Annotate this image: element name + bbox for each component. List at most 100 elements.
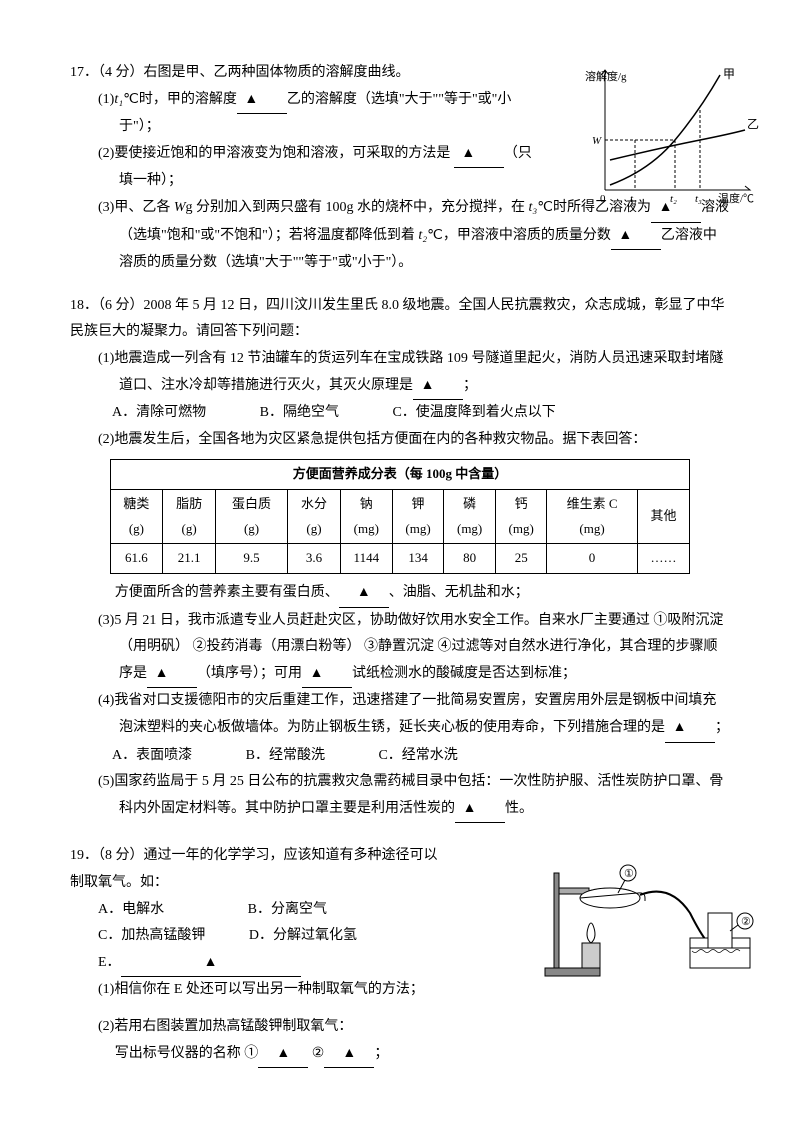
option-a[interactable]: A．清除可燃物 [112,400,206,427]
cell: 134 [392,544,444,574]
spacer [70,1004,730,1014]
w: W [174,200,186,215]
blank[interactable]: ▲ [237,87,287,115]
hdr: 钠(mg) [340,490,392,544]
q18-part5: (5)国家药监局于 5 月 25 日公布的抗震救灾急需药械目录中包括：一次性防护… [91,769,730,823]
txt: (1)地震造成一列含有 12 节油罐车的货运列车在宝成铁路 109 号隧道里起火… [98,351,723,393]
txt: 、油脂、无机盐和水； [389,585,529,600]
txt: (1) [98,92,114,107]
cell: …… [637,544,690,574]
blank[interactable]: ▲ [611,223,661,251]
nutrition-table: 方便面营养成分表（每 100g 中含量） 糖类(g) 脂肪(g) 蛋白质(g) … [110,459,691,574]
q18-part2b: 方便面所含的营养素主要有蛋白质、▲、油脂、无机盐和水； [70,580,730,608]
option-a[interactable]: A．表面喷漆 [112,743,192,770]
txt: 性。 [505,801,533,816]
label-2: ② [741,916,751,928]
hdr: 脂肪(g) [163,490,216,544]
q19-part2b: 写出标号仪器的名称 ①▲ ②▲； [70,1041,730,1069]
blank[interactable]: ▲ [258,1041,308,1069]
origin-label: 0 [600,193,606,205]
option-c[interactable]: C．经常水洗 [378,743,457,770]
txt: g 分别加入到两只盛有 100g 水的烧杯中，充分搅拌，在 [186,200,529,215]
q18-p4-options: A．表面喷漆 B．经常酸洗 C．经常水洗 [70,743,730,770]
txt: ； [715,720,729,735]
x-axis-label: 温度/℃ [718,191,754,205]
table-title: 方便面营养成分表（每 100g 中含量） [110,460,690,490]
hdr: 钾(mg) [392,490,444,544]
cell: 0 [547,544,637,574]
q18-stem: 18．（6 分）2008 年 5 月 12 日，四川汶川发生里氏 8.0 级地震… [70,293,730,346]
blank[interactable]: ▲ [339,580,389,608]
blank[interactable]: ▲ [665,715,715,743]
q17-part1: (1)t₁℃时，甲的溶解度▲乙的溶解度（选填"大于""等于"或"小于"）； [91,87,539,141]
t3-tick: t₃ [695,193,702,205]
q17-stem: 17．（4 分）右图是甲、乙两种固体物质的溶解度曲线。 [70,60,490,87]
t1: t₁ [114,92,123,107]
option-b[interactable]: B．分离空气 [248,897,327,924]
q19-part2a: (2)若用右图装置加热高锰酸钾制取氧气： [91,1014,730,1041]
q19-options-row2: C．加热高锰酸钾 D．分解过氧化氢 [70,923,478,950]
cell: 25 [495,544,547,574]
hdr: 蛋白质(g) [215,490,287,544]
t3: t₃ [529,200,538,215]
cell: 9.5 [215,544,287,574]
y-axis-label: 溶解度/g [585,69,627,83]
txt: ； [374,1046,388,1061]
txt: (5)国家药监局于 5 月 25 日公布的抗震救灾急需药械目录中包括：一次性防护… [98,774,723,816]
t2: t₂ [418,228,427,243]
blank[interactable]: ▲ [147,661,197,689]
blank[interactable]: ▲ [454,141,504,169]
txt: ℃，甲溶液中溶质的质量分数 [427,228,611,243]
blank[interactable]: ▲ [413,373,463,401]
hdr: 钙(mg) [495,490,547,544]
q18-part2: (2)地震发生后，全国各地为灾区紧急提供包括方便面在内的各种救灾物品。据下表回答… [91,427,730,454]
q17-part2: (2)要使接近饱和的甲溶液变为饱和溶液，可采取的方法是 ▲（只填一种）； [91,141,539,195]
curve-a-label: 甲 [723,67,735,81]
w-label: W [592,135,602,147]
blank[interactable]: ▲ [324,1041,374,1069]
blank[interactable]: ▲ [121,950,301,978]
hdr: 磷(mg) [444,490,496,544]
option-b[interactable]: B．经常酸洗 [246,743,325,770]
hdr: 水分(g) [288,490,341,544]
cell: 1144 [340,544,392,574]
question-18: 18．（6 分）2008 年 5 月 12 日，四川汶川发生里氏 8.0 级地震… [70,293,730,824]
cell: 21.1 [163,544,216,574]
option-c[interactable]: C．加热高锰酸钾 [98,923,205,950]
t2-tick: t₂ [670,193,677,205]
txt: 方便面所含的营养素主要有蛋白质、 [115,585,339,600]
option-c[interactable]: C．使温度降到着火点以下 [392,400,555,427]
txt: ② [308,1046,324,1061]
table-data-row: 61.6 21.1 9.5 3.6 1144 134 80 25 0 …… [110,544,690,574]
hdr: 其他 [637,490,690,544]
label-1: ① [624,868,634,880]
question-19: ① ② 19．（8 分）通过一年的化学学习，应该知道有多种途径可以制取氧气。如：… [70,843,730,1068]
cell: 3.6 [288,544,341,574]
blank[interactable]: ▲ [302,661,352,689]
txt: ℃时，甲的溶解度 [123,92,237,107]
curve-b-label: 乙 [747,117,759,131]
blank[interactable]: ▲ [455,796,505,824]
txt: (2)要使接近饱和的甲溶液变为饱和溶液，可采取的方法是 [98,146,450,161]
txt: (4)我省对口支援德阳市的灾后重建工作，迅速搭建了一批简易安置房，安置房用外层是… [98,693,716,735]
option-b[interactable]: B．隔绝空气 [260,400,339,427]
q18-part3: (3)5 月 21 日，我市派遣专业人员赶赴灾区，协助做好饮用水安全工作。自来水… [91,608,730,689]
q19-options-row1: A．电解水 B．分离空气 [70,897,478,924]
hdr: 维生素 C(mg) [547,490,637,544]
q19-stem: 19．（8 分）通过一年的化学学习，应该知道有多种途径可以制取氧气。如： [70,843,450,896]
cell: 80 [444,544,496,574]
table-header-row: 糖类(g) 脂肪(g) 蛋白质(g) 水分(g) 钠(mg) 钾(mg) 磷(m… [110,490,690,544]
option-a[interactable]: A．电解水 [98,897,164,924]
hdr: 糖类(g) [110,490,163,544]
option-e-label: E． [98,955,121,970]
txt: （填序号）；可用 [197,666,302,681]
q18-part4: (4)我省对口支援德阳市的灾后重建工作，迅速搭建了一批简易安置房，安置房用外层是… [91,688,730,742]
option-d[interactable]: D．分解过氧化氢 [249,923,357,950]
txt: 写出标号仪器的名称 ① [115,1046,259,1061]
apparatus-diagram: ① ② [540,843,760,983]
txt: ； [463,378,477,393]
solubility-chart: 溶解度/g 温度/℃ 甲 乙 W 0 t₁ t₂ t₃ [580,60,760,210]
q19-option-e: E．▲ [70,950,478,978]
cell: 61.6 [110,544,163,574]
q18-p1-options: A．清除可燃物 B．隔绝空气 C．使温度降到着火点以下 [70,400,730,427]
